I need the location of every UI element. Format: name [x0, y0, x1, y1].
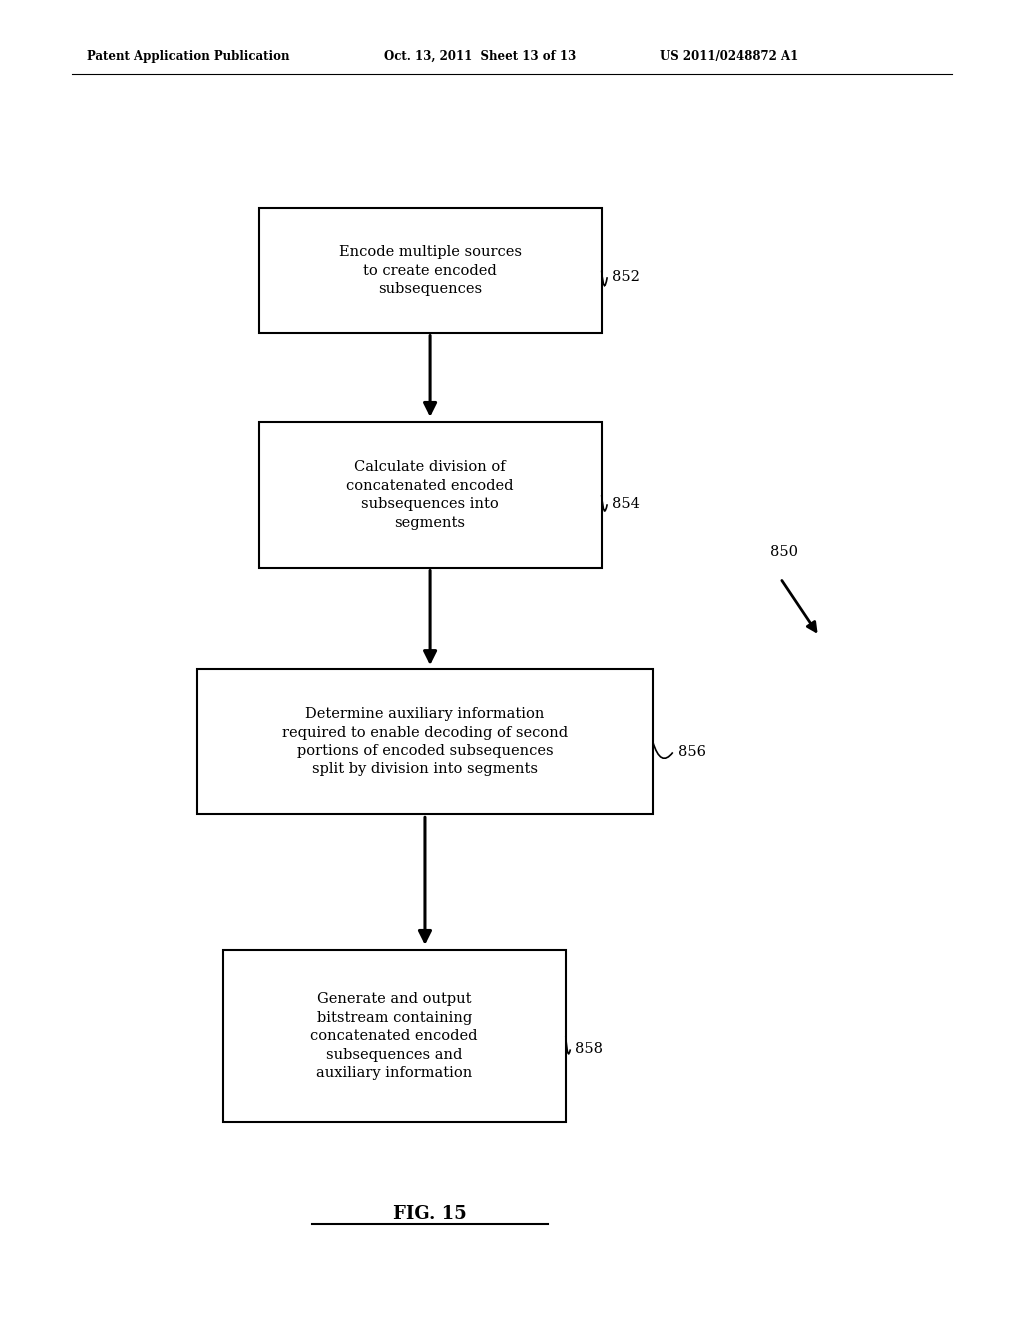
Bar [258, 209, 601, 333]
Text: 850: 850 [770, 545, 798, 558]
Text: Oct. 13, 2011  Sheet 13 of 13: Oct. 13, 2011 Sheet 13 of 13 [384, 50, 577, 63]
Text: Generate and output
bitstream containing
concatenated encoded
subsequences and
a: Generate and output bitstream containing… [310, 993, 478, 1080]
Bar [258, 422, 601, 568]
Text: Patent Application Publication: Patent Application Publication [87, 50, 290, 63]
Text: Calculate division of
concatenated encoded
subsequences into
segments: Calculate division of concatenated encod… [346, 461, 514, 529]
Text: 856: 856 [678, 746, 706, 759]
Text: 852: 852 [612, 271, 640, 284]
Bar [197, 669, 653, 814]
Text: FIG. 15: FIG. 15 [393, 1205, 467, 1224]
Text: 854: 854 [612, 498, 640, 511]
Text: 858: 858 [575, 1043, 603, 1056]
Bar [223, 950, 565, 1122]
Text: US 2011/0248872 A1: US 2011/0248872 A1 [660, 50, 799, 63]
Text: Encode multiple sources
to create encoded
subsequences: Encode multiple sources to create encode… [339, 246, 521, 296]
Text: Determine auxiliary information
required to enable decoding of second
portions o: Determine auxiliary information required… [282, 708, 568, 776]
